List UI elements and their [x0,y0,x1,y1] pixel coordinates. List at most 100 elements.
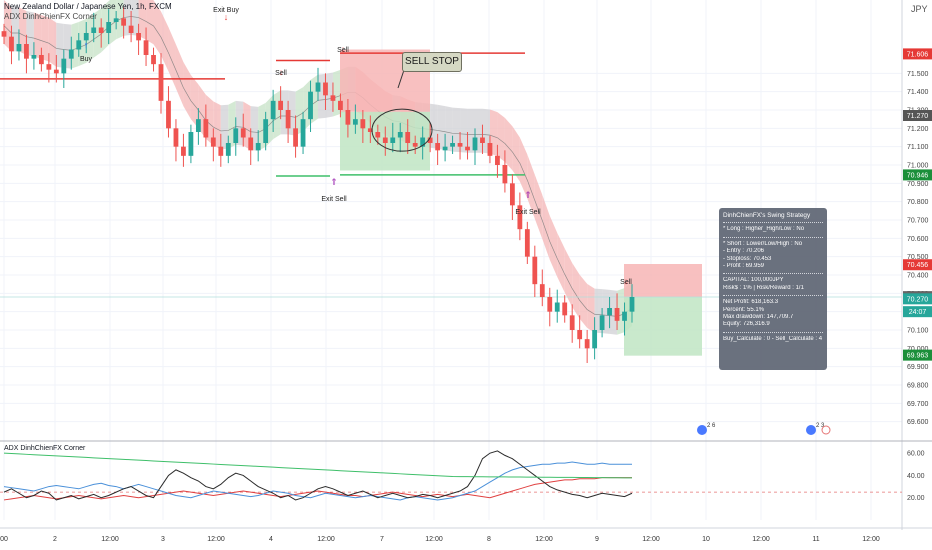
candle-body [607,308,612,316]
price-tag [903,110,932,121]
trend-band-segment [153,0,161,56]
candle-body [532,256,538,285]
trend-strength-line [3,452,633,479]
currency-label[interactable]: JPY [911,4,928,14]
candle-body [547,297,553,312]
band-midline [3,16,633,317]
price-tag-label: 24:07 [909,309,927,316]
time-tick-label: 12:00 [207,536,225,543]
trend-band-segment [183,62,191,120]
trend-band-segment [497,112,505,162]
trend-band-segment [56,22,64,68]
info-risk: Risk$ : 1% | Risk/Reward : 1/1 [723,284,804,291]
price-tick-label: 71.100 [907,144,929,151]
candle-body [91,27,97,33]
candle-body [181,146,186,156]
price-tag-label: 71.606 [907,51,929,58]
candle-body [435,143,441,151]
price-tag-label: 69.963 [907,353,929,360]
trend-band-segment [161,11,169,72]
candle-body [195,119,201,132]
candle-body [592,330,598,349]
info-long-line: * Long : Higher_High/Low : No [723,226,805,233]
price-tag [903,169,932,181]
time-tick-label: 11 [812,536,819,543]
candle-body [375,132,381,138]
trend-band-segment [564,248,573,307]
candle-body [248,137,254,151]
candle-body [188,132,194,156]
candle-body [31,55,37,59]
price-tag [903,48,932,60]
candle-body [465,146,470,151]
trend-band-segment [220,104,229,150]
price-tag-label: 70.946 [907,172,929,179]
candle-body [472,137,478,151]
price-tag-label: 71.270 [907,113,929,120]
price-tick-label: 71.500 [907,71,929,78]
price-tick-label: 71.200 [907,126,929,133]
event-count: 2 3 [816,423,825,429]
candle-body [240,128,246,138]
trend-band-segment [534,174,543,239]
candle-body [345,110,351,125]
candle-body [315,82,321,92]
price-tick-label: 70.400 [907,273,929,280]
trend-band-segment [41,14,49,62]
signal-arrow-icon: ↓ [224,12,229,22]
indicator-pane-label: ADX DinhChienFX Corner [4,445,86,452]
candle-body [450,143,455,147]
candle-body [285,110,291,129]
trend-band-segment [519,137,528,199]
candle-body [98,27,104,33]
time-tick-label: 12:00 [642,536,660,543]
candle-body [323,82,328,96]
candle-body [24,44,29,59]
candle-body [569,315,575,330]
trend-band-segment [504,117,513,171]
sell-stop-callout: SELL STOP [402,52,462,72]
candle-body [225,143,231,156]
plus-di-line [3,461,632,501]
price-tag-label: 70.270 [907,296,929,303]
candle-body [46,64,52,70]
highlight-ellipse [371,108,433,152]
candle-body [495,155,500,165]
candle-body [405,132,411,143]
candle-body [136,33,141,41]
trend-band-segment [460,108,468,153]
signal-arrow-icon: ↑ [84,40,89,50]
trend-band-segment [168,27,176,89]
indicator-tick-label: 60.00 [907,451,925,458]
candle-body [554,302,560,312]
candle-body [338,100,343,110]
candle-body [352,119,358,125]
time-tick-label: 00 [0,536,8,543]
callout-pointer [397,69,405,89]
price-tag-label: 70.456 [907,262,929,269]
trend-band-segment [93,8,102,58]
candle-body [397,132,403,138]
time-tick-label: 10 [702,536,710,543]
candle-body [509,183,515,206]
candle-body [487,143,493,156]
time-tick-label: 4 [269,536,273,543]
trend-band-segment [609,289,618,335]
candle-body [255,143,261,151]
candle-body [502,165,508,184]
indicator-subtitle: ADX DinhChienFX Corner [4,12,97,21]
trend-band-segment [146,0,154,45]
price-tag [903,349,932,361]
candle-body [233,128,239,143]
info-separator [723,331,823,333]
candle-body [263,119,269,143]
candle-body [106,22,112,33]
signal-label: Exit Sell [515,209,541,216]
candle-body [1,31,7,37]
symbol-title: New Zealand Dollar / Japanese Yen, 1h, F… [4,2,172,11]
event-icon [821,425,831,435]
trend-band-segment [213,101,221,150]
candle-body [300,119,306,147]
info-calculate: Buy_Calculate : 0 - Sell_Calculate : 4 [723,335,823,342]
